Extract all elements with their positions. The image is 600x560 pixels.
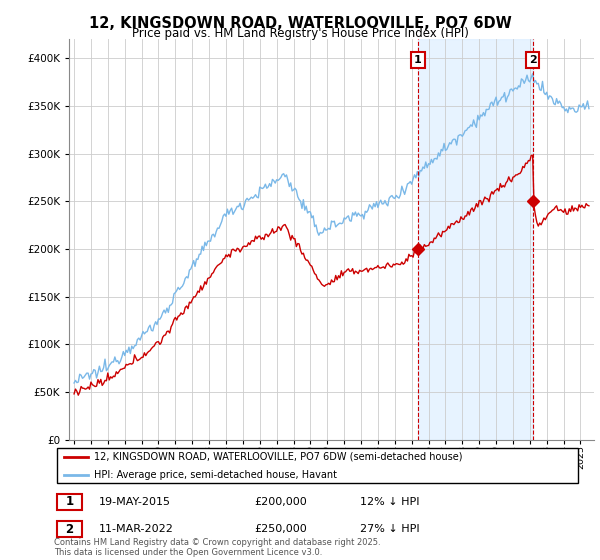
Text: 2: 2 [529, 55, 536, 65]
Text: HPI: Average price, semi-detached house, Havant: HPI: Average price, semi-detached house,… [94, 470, 337, 480]
Text: 1: 1 [65, 495, 73, 508]
Text: 12% ↓ HPI: 12% ↓ HPI [360, 497, 420, 507]
Text: Contains HM Land Registry data © Crown copyright and database right 2025.
This d: Contains HM Land Registry data © Crown c… [54, 538, 380, 557]
FancyBboxPatch shape [56, 521, 82, 538]
Text: 1: 1 [414, 55, 422, 65]
FancyBboxPatch shape [56, 448, 578, 483]
Text: 19-MAY-2015: 19-MAY-2015 [99, 497, 171, 507]
Text: 12, KINGSDOWN ROAD, WATERLOOVILLE, PO7 6DW (semi-detached house): 12, KINGSDOWN ROAD, WATERLOOVILLE, PO7 6… [94, 452, 462, 462]
Bar [418, 39, 533, 440]
Text: 27% ↓ HPI: 27% ↓ HPI [360, 524, 420, 534]
Text: 11-MAR-2022: 11-MAR-2022 [99, 524, 174, 534]
Text: £250,000: £250,000 [254, 524, 307, 534]
Text: £200,000: £200,000 [254, 497, 307, 507]
FancyBboxPatch shape [56, 493, 82, 510]
Text: 2: 2 [65, 523, 73, 536]
Text: Price paid vs. HM Land Registry's House Price Index (HPI): Price paid vs. HM Land Registry's House … [131, 27, 469, 40]
Text: 12, KINGSDOWN ROAD, WATERLOOVILLE, PO7 6DW: 12, KINGSDOWN ROAD, WATERLOOVILLE, PO7 6… [89, 16, 511, 31]
